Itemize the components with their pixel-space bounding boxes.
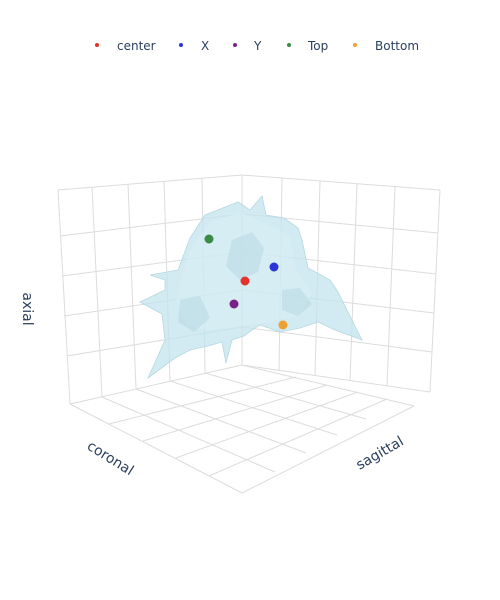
legend-label-y: Y (253, 39, 262, 53)
legend-item-top[interactable]: Top (287, 39, 328, 53)
legend-item-y[interactable]: Y (233, 39, 262, 53)
legend-label-bottom: Bottom (375, 39, 419, 53)
legend-label-x: X (201, 39, 209, 53)
legend: center X Y Top Bottom (95, 39, 419, 53)
legend-label-center: center (117, 39, 156, 53)
point-x[interactable] (269, 262, 279, 272)
isosurface-mesh (139, 195, 363, 380)
legend-marker-x (179, 43, 183, 47)
axis-title-coronal: coronal (84, 438, 136, 479)
legend-item-x[interactable]: X (179, 39, 209, 53)
point-y[interactable] (229, 299, 239, 309)
point-top[interactable] (204, 234, 214, 244)
axis-title-sagittal: sagittal (353, 434, 406, 474)
legend-marker-y (233, 43, 237, 47)
legend-item-bottom[interactable]: Bottom (353, 39, 419, 53)
legend-label-top: Top (307, 39, 328, 53)
grid-back-right-wall (241, 174, 441, 393)
axis-title-axial: axial (19, 292, 35, 325)
point-center[interactable] (240, 276, 250, 286)
legend-item-center[interactable]: center (95, 39, 156, 53)
legend-marker-top (287, 43, 291, 47)
grid-floor (69, 364, 415, 494)
data-points (204, 234, 288, 330)
legend-marker-bottom (353, 43, 357, 47)
legend-marker-center (95, 43, 99, 47)
point-bottom[interactable] (278, 320, 288, 330)
